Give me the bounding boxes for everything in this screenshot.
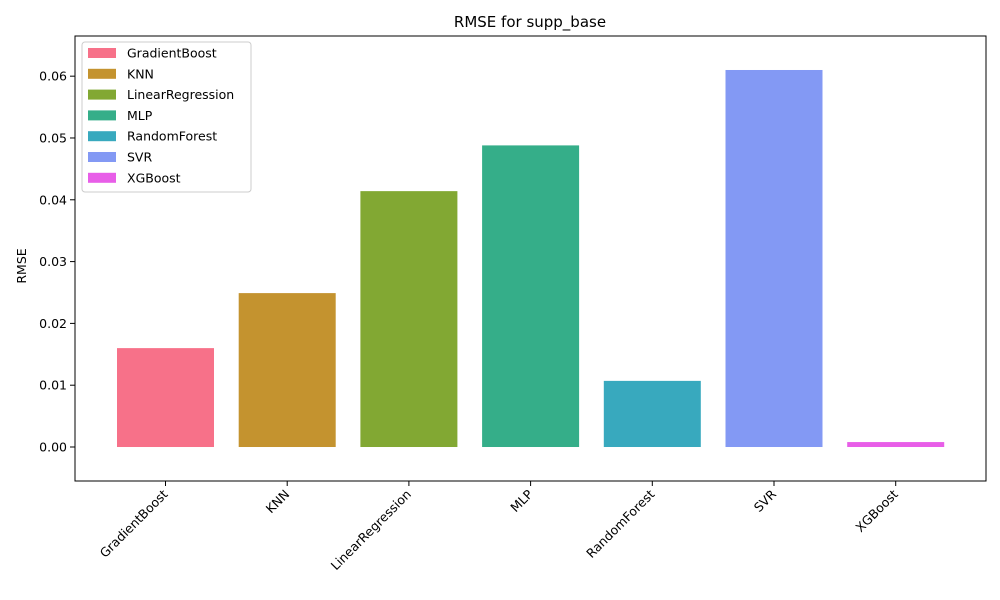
bar-svr (725, 69, 823, 448)
y-tick-label: 0.02 (39, 316, 67, 331)
y-tick-label: 0.04 (39, 192, 67, 207)
x-tick-label: LinearRegression (328, 487, 414, 573)
legend-box (81, 41, 252, 193)
x-tick-label: RandomForest (583, 486, 657, 560)
legend-label: MLP (127, 108, 153, 123)
legend: GradientBoost KNN LinearRegression MLP Rando… (81, 41, 252, 193)
bar-mlp (482, 145, 580, 448)
y-tick-label: 0.00 (39, 440, 67, 455)
bar-randomforest (603, 380, 701, 448)
legend-swatch (88, 48, 116, 58)
y-ticks-group: 0.00 0.01 0.02 0.03 0.04 0.05 0.06 (39, 69, 75, 455)
legend-swatch (88, 152, 116, 162)
x-tick-label: SVR (751, 486, 780, 515)
legend-label: SVR (127, 150, 152, 165)
x-ticks-group: GradientBoost KNN LinearRegression MLP Rando… (97, 481, 901, 573)
legend-swatch (88, 110, 116, 121)
bars-group (117, 69, 945, 448)
legend-label: RandomForest (127, 129, 217, 144)
legend-label: KNN (127, 66, 154, 81)
x-tick-label: MLP (507, 486, 536, 515)
y-tick-label: 0.06 (39, 69, 67, 84)
x-tick-label: XGBoost (852, 486, 901, 535)
x-tick-label: GradientBoost (97, 486, 171, 560)
legend-label: GradientBoost (127, 46, 217, 61)
legend-label: LinearRegression (127, 87, 234, 102)
chart-title: RMSE for supp_base (454, 13, 606, 32)
bar-gradientboost (117, 348, 214, 448)
legend-swatch (88, 131, 116, 142)
y-tick-label: 0.01 (39, 378, 67, 393)
y-tick-label: 0.03 (39, 254, 67, 269)
plot-frame (74, 35, 987, 482)
y-axis-label: RMSE (14, 248, 29, 283)
bar-knn (238, 293, 336, 448)
bar-linearregression (360, 191, 458, 448)
legend-swatch (88, 68, 116, 79)
legend-entries: GradientBoost KNN LinearRegression MLP Rando… (88, 46, 234, 185)
y-tick-label: 0.05 (39, 130, 67, 145)
legend-swatch (88, 172, 116, 183)
legend-label: XGBoost (127, 170, 181, 185)
bar-xgboost (847, 442, 945, 448)
x-tick-label: KNN (263, 487, 293, 517)
legend-swatch (88, 89, 116, 100)
